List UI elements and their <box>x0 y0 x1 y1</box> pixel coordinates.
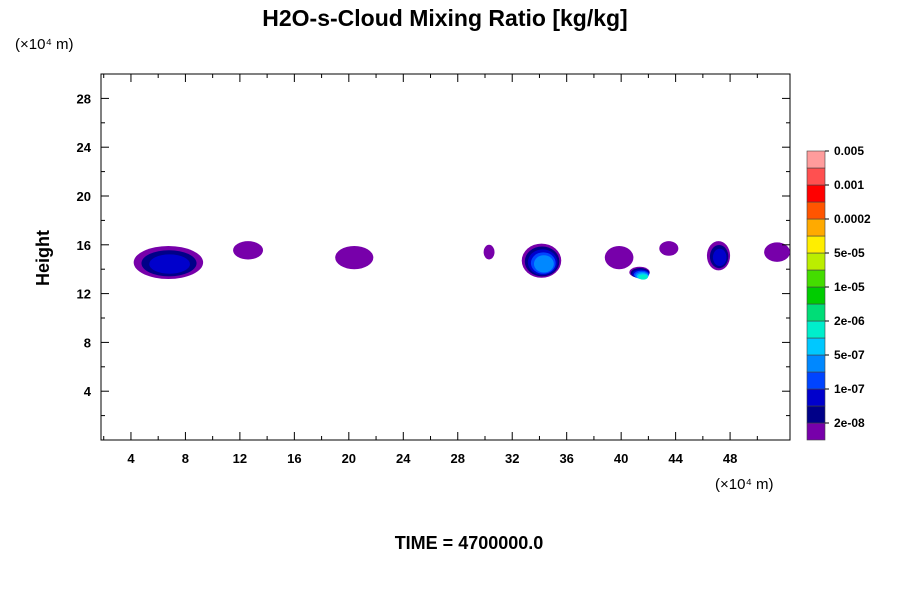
y-tick-label: 20 <box>77 189 91 204</box>
cloud-region <box>638 274 648 280</box>
cloud-region <box>233 241 264 260</box>
y-tick-label: 28 <box>77 91 91 106</box>
colorbar-swatch <box>806 269 826 288</box>
colorbar-label: 2e-08 <box>834 416 865 430</box>
y-tick-label: 24 <box>77 140 92 155</box>
cloud-region <box>533 255 554 273</box>
colorbar-swatch <box>806 286 826 305</box>
y-tick-label: 16 <box>77 238 91 253</box>
cloud-region <box>604 246 634 270</box>
y-axis-label: Height <box>33 230 53 286</box>
colorbar-label: 0.0002 <box>834 212 871 226</box>
x-tick-label: 40 <box>614 451 628 466</box>
colorbar-swatch <box>806 354 826 373</box>
colorbar-swatch <box>806 422 826 441</box>
colorbar-label: 5e-07 <box>834 348 865 362</box>
colorbar-label: 5e-05 <box>834 246 865 260</box>
x-tick-label: 4 <box>127 451 135 466</box>
colorbar-label: 0.001 <box>834 178 864 192</box>
x-tick-label: 24 <box>396 451 411 466</box>
colorbar-swatch <box>806 337 826 356</box>
y-tick-label: 4 <box>84 384 92 399</box>
x-tick-label: 44 <box>668 451 683 466</box>
colorbar: 2e-08 1e-07 5e-07 2e-06 1e-05 5e-05 0.0002 0.00… <box>806 144 871 441</box>
x-unit-label: (×10⁴ m) <box>715 476 774 493</box>
colorbar-label: 1e-05 <box>834 280 865 294</box>
time-label: TIME = 4700000.0 <box>395 533 544 553</box>
colorbar-swatch <box>806 184 826 203</box>
colorbar-swatch <box>806 235 826 254</box>
cloud-region <box>335 246 374 270</box>
colorbar-label: 2e-06 <box>834 314 865 328</box>
colorbar-label: 0.005 <box>834 144 864 158</box>
cloud-region <box>764 242 790 262</box>
colorbar-swatch <box>806 252 826 271</box>
cloud-region <box>659 241 679 256</box>
y-unit-label: (×10⁴ m) <box>15 36 74 53</box>
colorbar-swatch <box>806 320 826 339</box>
x-tick-label: 8 <box>182 451 189 466</box>
x-tick-label: 20 <box>342 451 356 466</box>
x-axis: 4 8 12 16 20 24 28 32 36 40 44 48 <box>103 74 758 466</box>
x-tick-label: 36 <box>559 451 573 466</box>
cloud-region <box>483 244 495 260</box>
cloud-region <box>712 248 727 266</box>
colorbar-swatch <box>806 303 826 322</box>
colorbar-label: 1e-07 <box>834 382 865 396</box>
x-tick-label: 48 <box>723 451 737 466</box>
x-tick-label: 32 <box>505 451 519 466</box>
y-axis: 4 8 12 16 20 24 28 <box>77 91 790 417</box>
chart-title: H2O-s-Cloud Mixing Ratio [kg/kg] <box>262 5 627 31</box>
colorbar-swatch <box>806 167 826 186</box>
x-tick-label: 12 <box>233 451 247 466</box>
cloud-region <box>149 254 190 274</box>
cloud-regions <box>133 241 790 280</box>
colorbar-swatch <box>806 201 826 220</box>
x-tick-label: 16 <box>287 451 301 466</box>
colorbar-swatch <box>806 218 826 237</box>
x-tick-label: 28 <box>451 451 465 466</box>
colorbar-swatch <box>806 371 826 390</box>
colorbar-swatch <box>806 150 826 169</box>
colorbar-swatch <box>806 388 826 407</box>
colorbar-swatch <box>806 405 826 424</box>
plot-frame <box>100 73 791 441</box>
y-tick-label: 8 <box>84 335 91 350</box>
y-tick-label: 12 <box>77 287 91 302</box>
